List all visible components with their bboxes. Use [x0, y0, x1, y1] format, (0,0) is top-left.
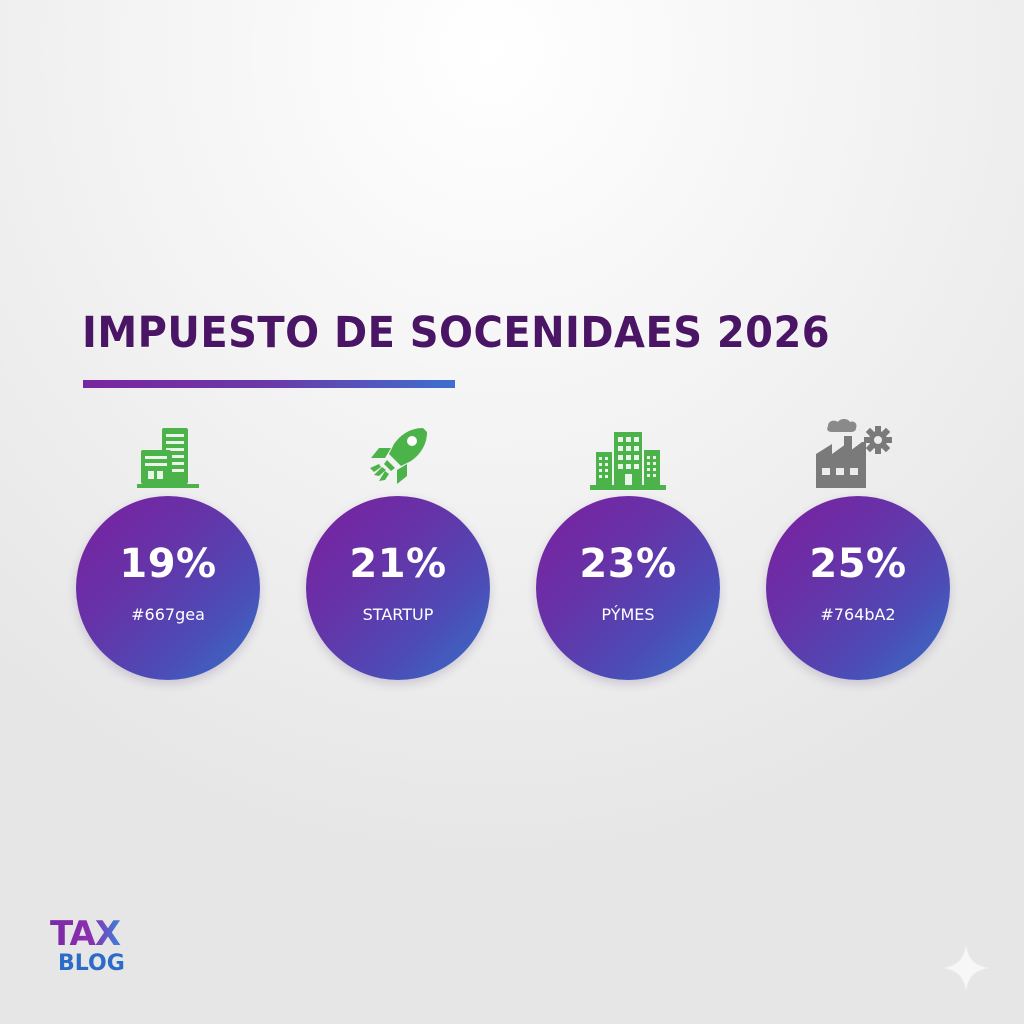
logo-blog-text: BLOG: [58, 951, 125, 976]
rate-circle: 19% #667gea: [76, 496, 260, 680]
rate-card-3: 23% PÝMES: [536, 418, 720, 680]
rate-label: PÝMES: [601, 604, 655, 624]
office-building-icon: [76, 418, 260, 492]
rate-value: 23%: [579, 540, 677, 587]
rate-circle: 21% STARTUP: [306, 496, 490, 680]
sparkle-icon: [941, 943, 991, 993]
title-underline: [83, 380, 455, 388]
logo-tax-text: TAX: [50, 917, 125, 951]
rocket-icon: [306, 418, 490, 492]
rate-circle: 25% #764bA2: [766, 496, 950, 680]
rate-value: 19%: [119, 540, 217, 587]
rate-label: STARTUP: [362, 604, 434, 624]
rate-label: #764bA2: [820, 604, 896, 624]
rate-card-2: 21% STARTUP: [306, 418, 490, 680]
rate-card-1: 19% #667gea: [76, 418, 260, 680]
page-title: IMPUESTO DE SOCENIDAES 2026: [82, 308, 831, 358]
rate-label: #667gea: [131, 604, 205, 624]
factory-gear-icon: [766, 418, 950, 492]
rate-value: 25%: [809, 540, 907, 587]
tax-blog-logo: TAX BLOG: [50, 917, 125, 975]
rate-card-4: 25% #764bA2: [766, 418, 950, 680]
city-buildings-icon: [536, 418, 720, 492]
rate-value: 21%: [349, 540, 447, 587]
rate-circle: 23% PÝMES: [536, 496, 720, 680]
